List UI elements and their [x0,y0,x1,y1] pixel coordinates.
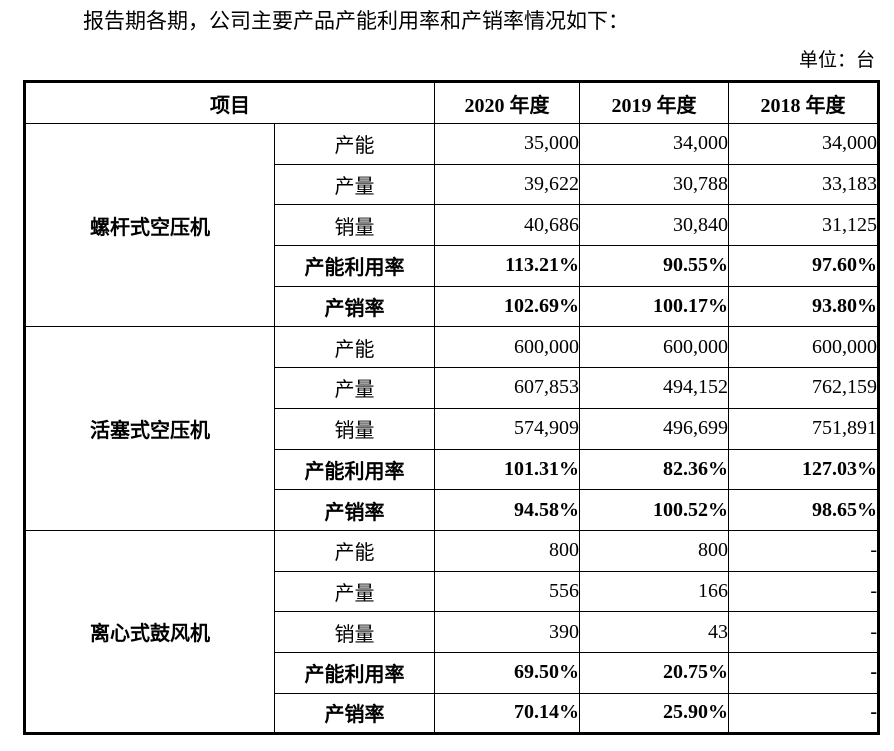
value-2020: 102.69% [434,285,580,328]
value-2018: 93.80% [728,285,879,328]
table-row: 销量 40,686 30,840 31,125 [25,204,879,247]
value-2019: 600,000 [579,326,729,369]
product-name-screw-compressor: 螺杆式空压机 [24,122,275,328]
table-row: 产销率 94.58% 100.52% 98.65% [25,489,879,531]
metric-label: 产能 [274,529,435,572]
unit-label: 单位：台 [798,50,875,71]
table-row: 产销率 70.14% 25.90% - [25,692,879,735]
value-2019: 30,788 [579,163,729,206]
value-2020: 390 [434,611,580,653]
metric-label: 产量 [274,570,435,613]
value-2018: 31,125 [728,204,879,247]
metric-label: 销量 [274,407,435,450]
value-2020: 69.50% [434,651,580,694]
value-2018: - [728,611,879,653]
value-2019: 166 [579,570,729,613]
metric-label: 产能 [274,326,435,369]
value-2019: 800 [579,529,729,572]
value-2019: 82.36% [579,448,729,491]
value-2019: 20.75% [579,651,729,694]
value-2020: 574,909 [434,407,580,450]
value-2019: 100.17% [579,285,729,328]
value-2020: 40,686 [434,204,580,247]
value-2020: 607,853 [434,367,580,409]
value-2018: 33,183 [728,163,879,206]
metric-label: 销量 [274,611,435,653]
col-header-item: 项目 [24,81,435,124]
value-2018: - [728,692,879,735]
table-row: 产能利用率 101.31% 82.36% 127.03% [25,448,879,491]
value-2020: 556 [434,570,580,613]
value-2020: 70.14% [434,692,580,735]
value-2020: 600,000 [434,326,580,369]
table-row: 产能利用率 113.21% 90.55% 97.60% [25,245,879,287]
product-name-piston-compressor: 活塞式空压机 [24,326,275,531]
value-2019: 25.90% [579,692,729,735]
col-header-2019: 2019 年度 [579,81,729,124]
table-row: 销量 574,909 496,699 751,891 [25,407,879,450]
metric-label: 销量 [274,204,435,247]
table-row: 活塞式空压机 产能 600,000 600,000 600,000 [24,326,879,531]
table-row: 销量 390 43 - [25,611,879,653]
value-2018: - [728,529,879,572]
product-name-centrifugal-blower: 离心式鼓风机 [24,529,275,735]
value-2019: 90.55% [579,245,729,287]
value-2018: 34,000 [728,123,879,165]
table-row: 产能利用率 69.50% 20.75% - [25,651,879,694]
table-row: 离心式鼓风机 产能 800 800 - [24,529,879,735]
value-2020: 94.58% [434,489,580,531]
metric-label: 产能利用率 [274,651,435,694]
value-2019: 496,699 [579,407,729,450]
metric-label: 产能利用率 [274,245,435,287]
value-2019: 30,840 [579,204,729,247]
metric-label: 产能 [274,123,435,165]
value-2019: 494,152 [579,367,729,409]
value-2018: 600,000 [728,326,879,369]
metric-label: 产销率 [274,489,435,531]
metric-label: 产销率 [274,285,435,328]
value-2020: 39,622 [434,163,580,206]
metric-label: 产量 [274,367,435,409]
table-row: 产量 39,622 30,788 33,183 [25,163,879,206]
value-2019: 34,000 [579,123,729,165]
value-2019: 100.52% [579,489,729,531]
value-2020: 101.31% [434,448,580,491]
value-2018: - [728,570,879,613]
metric-label: 产能利用率 [274,448,435,491]
value-2018: - [728,651,879,694]
value-2019: 43 [579,611,729,653]
value-2020: 113.21% [434,245,580,287]
value-2020: 800 [434,529,580,572]
table-row: 螺杆式空压机 产能 35,000 34,000 34,000 [24,122,879,328]
table-row: 产量 607,853 494,152 762,159 [25,367,879,409]
value-2018: 762,159 [728,367,879,409]
value-2018: 98.65% [728,489,879,531]
table-row: 产销率 102.69% 100.17% 93.80% [25,285,879,328]
intro-paragraph: 报告期各期，公司主要产品产能利用率和产销率情况如下： [83,9,629,33]
metric-label: 产销率 [274,692,435,735]
table-header-row: 项目 2020 年度 2019 年度 2018 年度 [24,81,879,124]
value-2018: 97.60% [728,245,879,287]
value-2020: 35,000 [434,123,580,165]
col-header-2020: 2020 年度 [434,81,580,124]
value-2018: 751,891 [728,407,879,450]
capacity-utilization-table: 项目 2020 年度 2019 年度 2018 年度 螺杆式空压机 产能 35,… [23,80,880,736]
value-2018: 127.03% [728,448,879,491]
metric-label: 产量 [274,163,435,206]
col-header-2018: 2018 年度 [728,81,879,124]
